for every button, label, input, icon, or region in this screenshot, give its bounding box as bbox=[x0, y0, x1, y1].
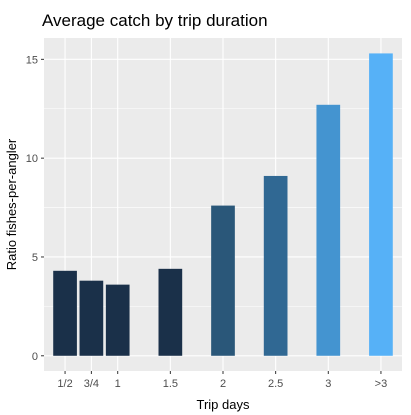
chart-title: Average catch by trip duration bbox=[42, 11, 268, 30]
bar-1-5 bbox=[158, 268, 183, 356]
x-axis-title: Trip days bbox=[197, 397, 250, 412]
x-tick-label: 3/4 bbox=[84, 378, 99, 390]
bar-2-5 bbox=[263, 175, 288, 356]
y-tick-label: 10 bbox=[26, 153, 38, 165]
x-tick-label: 1/2 bbox=[57, 378, 72, 390]
y-tick-label: 0 bbox=[32, 351, 38, 363]
bar-3-4 bbox=[79, 280, 104, 356]
x-tick-label: 1 bbox=[115, 378, 121, 390]
x-tick-label: 3 bbox=[325, 378, 331, 390]
x-tick-label: 2.5 bbox=[268, 378, 283, 390]
x-tick-label: >3 bbox=[375, 378, 388, 390]
x-axis: 1/2 3/4 1 1.5 2 2.5 3 >3 bbox=[57, 371, 387, 390]
bar--3 bbox=[369, 53, 393, 356]
y-axis: 0 5 10 15 bbox=[26, 54, 44, 363]
y-axis-title: Ratio fishes-per-angler bbox=[4, 138, 19, 270]
x-tick-label: 2 bbox=[220, 378, 226, 390]
bar-1 bbox=[105, 284, 130, 356]
x-tick-label: 1.5 bbox=[163, 378, 178, 390]
bar-1-2 bbox=[53, 270, 77, 356]
bar-2 bbox=[211, 205, 235, 356]
bar-3 bbox=[316, 104, 341, 356]
bars bbox=[53, 53, 393, 356]
y-tick-label: 15 bbox=[26, 54, 38, 66]
y-tick-label: 5 bbox=[32, 252, 38, 264]
